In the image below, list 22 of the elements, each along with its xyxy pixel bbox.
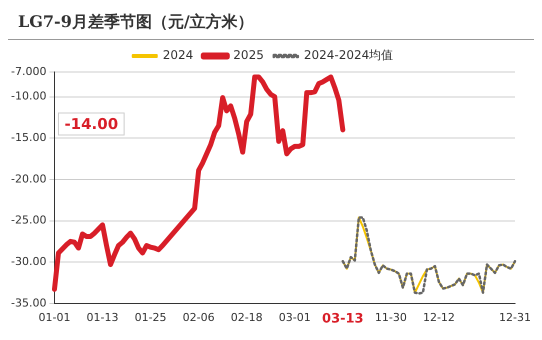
- y-tick-label: -30.00: [10, 254, 46, 268]
- x-tick-label: 11-30: [374, 310, 407, 324]
- x-tick-label: 01-13: [86, 310, 119, 324]
- x-tick-label: 12-31: [499, 310, 532, 324]
- y-tick-label: -35.00: [10, 296, 46, 310]
- annotation: -14.00: [64, 114, 118, 133]
- x-tick-label: 02-06: [182, 310, 215, 324]
- x-tick-label: 02-18: [230, 310, 263, 324]
- legend-label: 2024: [162, 48, 194, 62]
- legend-label: 2025: [233, 48, 264, 62]
- x-tick-label: 01-01: [38, 310, 70, 324]
- x-tick-label: 01-25: [134, 310, 167, 324]
- y-tick-label: -15.00: [10, 130, 46, 144]
- legend-label: 2024-2024均值: [304, 48, 394, 62]
- x-tick-label: 03-01: [278, 310, 311, 324]
- chart-title: LG7-9月差季节图（元/立方米）: [8, 8, 534, 40]
- y-tick-label: -25.00: [10, 214, 46, 227]
- y-tick-label: -10.00: [10, 90, 46, 103]
- x-tick-label: 12-12: [422, 310, 455, 324]
- y-tick-label: -20.00: [10, 172, 46, 186]
- y-tick-label: -7.000: [10, 64, 46, 78]
- x-tick-label: 03-13: [322, 312, 364, 327]
